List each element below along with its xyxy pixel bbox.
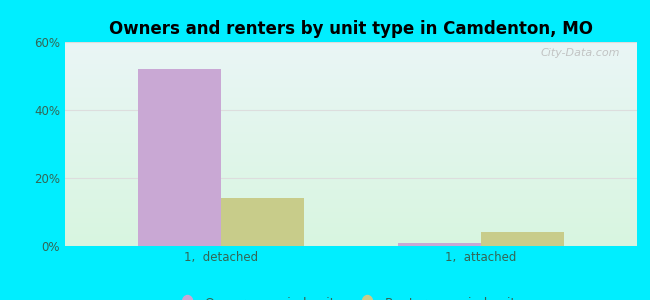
Legend: Owner occupied units, Renter occupied units: Owner occupied units, Renter occupied un… bbox=[180, 297, 522, 300]
Title: Owners and renters by unit type in Camdenton, MO: Owners and renters by unit type in Camde… bbox=[109, 20, 593, 38]
Text: City-Data.com: City-Data.com bbox=[540, 48, 620, 58]
Bar bbox=[221, 198, 304, 246]
Bar bbox=[138, 69, 221, 246]
Bar bbox=[398, 243, 481, 246]
Bar bbox=[481, 232, 564, 246]
